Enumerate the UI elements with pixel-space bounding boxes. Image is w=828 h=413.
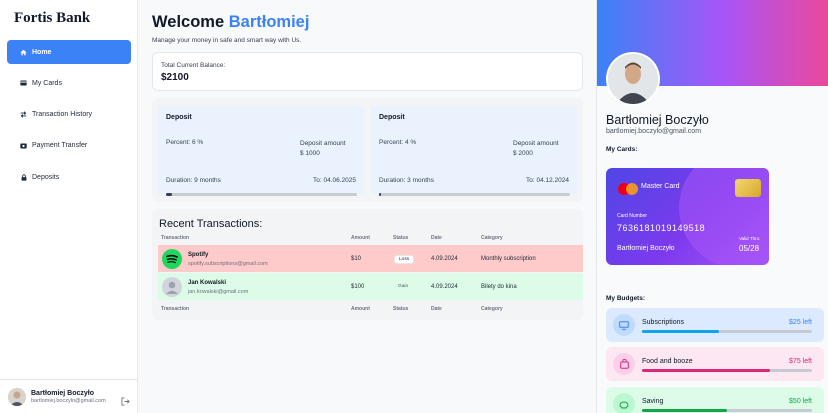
transaction-name: Jan Kowalski [188, 280, 227, 286]
transaction-amount: $10 [351, 256, 362, 262]
transaction-email: spotify.subscriptions@gmail.com [188, 261, 268, 267]
deposit-duration: Duration: 9 months [166, 177, 221, 184]
profile-email: bartlomiej.boczylo@gmail.com [606, 128, 702, 135]
transaction-category: Monthly subscription [481, 256, 536, 262]
status-badge: Gain [398, 284, 409, 289]
recent-transactions: Recent Transactions: Transaction Amount St… [152, 209, 583, 320]
sidebar-item-home[interactable]: Home [7, 40, 131, 64]
deposit-progress-bar [166, 193, 357, 196]
card-icon [20, 80, 27, 87]
page-title: Welcome Bartłomiej [152, 13, 310, 31]
table-row[interactable]: Jan Kowalski jan.kowalski@gmail.com $100… [158, 273, 583, 300]
transaction-name: Spotify [188, 252, 209, 258]
budget-left: $25 left [789, 319, 812, 326]
deposit-amount: Deposit amount $ 2000 [513, 140, 559, 157]
shopping-bag-icon [613, 353, 635, 375]
main-content: Welcome Bartłomiej Manage your money in … [138, 0, 596, 413]
sidebar-item-transaction-history[interactable]: Transaction History [7, 103, 131, 127]
transfer-icon [20, 142, 27, 149]
spotify-icon [162, 249, 182, 269]
sidebar-item-my-cards[interactable]: My Cards [7, 71, 131, 95]
budget-item-saving[interactable]: Saving $50 left [606, 387, 824, 413]
card-number-label: Card Number [617, 213, 648, 219]
credit-card[interactable]: Master Card Card Number 7636181019149518… [606, 168, 769, 265]
card-number: 7636181019149518 [617, 223, 706, 233]
deposit-card[interactable]: Deposit Percent: 6 % Deposit amount $ 100… [158, 106, 364, 196]
sidebar-nav: Home My Cards Transaction History Paymen… [7, 40, 131, 196]
sidebar-user-name: Bartłomiej Boczyło [31, 389, 95, 397]
budget-item-subscriptions[interactable]: Subscriptions $25 left [606, 308, 824, 342]
deposit-card[interactable]: Deposit Percent: 4 % Deposit amount $ 200… [371, 106, 577, 196]
sidebar-item-label: Transaction History [32, 111, 93, 119]
budget-name: Food and booze [642, 358, 693, 365]
monitor-icon [613, 314, 635, 336]
budget-progress-bar [642, 369, 812, 372]
balance-value: $2100 [161, 72, 189, 83]
deposits-panel: Deposit Percent: 6 % Deposit amount $ 100… [152, 98, 583, 202]
page-subtitle: Manage your money in safe and smart way … [152, 37, 302, 44]
budget-progress-bar [642, 330, 812, 333]
sidebar-item-label: Home [32, 48, 52, 56]
my-budgets-title: My Budgets: [606, 295, 645, 302]
transaction-date: 4.09.2024 [431, 256, 458, 262]
sidebar-item-label: My Cards [32, 79, 62, 87]
budget-left: $50 left [789, 398, 812, 405]
sidebar-user: Bartłomiej Boczyło bartlomiej.boczylo@gm… [0, 379, 138, 413]
card-brand: Master Card [641, 183, 680, 190]
avatar [8, 387, 26, 406]
budget-name: Saving [642, 398, 664, 405]
logout-icon[interactable] [121, 393, 130, 406]
deposit-end-date: To: 04.12.2024 [525, 177, 569, 184]
card-chip-icon [735, 179, 761, 197]
budget-item-food[interactable]: Food and booze $75 left [606, 347, 824, 381]
deposit-percent: Percent: 6 % [166, 139, 204, 146]
deposit-duration: Duration: 3 months [379, 177, 434, 184]
welcome-name: Bartłomiej [228, 13, 310, 31]
lock-icon [20, 174, 27, 181]
deposit-end-date: To: 04.06.2025 [312, 177, 356, 184]
recent-transactions-title: Recent Transactions: [159, 218, 263, 230]
deposit-progress-bar [379, 193, 570, 196]
transaction-category: Bilety do kina [481, 284, 517, 290]
transaction-amount: $100 [351, 284, 365, 290]
table-row[interactable]: Spotify spotify.subscriptions@gmail.com … [158, 245, 583, 272]
table-header: Transaction Amount Status Date Category [161, 235, 503, 241]
sidebar-user-email: bartlomiej.boczylo@gmail.com [31, 397, 106, 404]
card-expiry: 05/28 [739, 244, 760, 253]
my-cards-title: My Cards: [606, 146, 638, 153]
sidebar-item-deposits[interactable]: Deposits [7, 165, 131, 189]
mastercard-icon [617, 182, 639, 195]
sidebar-item-label: Deposits [32, 173, 60, 181]
piggy-bank-icon [613, 393, 635, 413]
brand-logo: Fortis Bank [14, 10, 91, 26]
profile-avatar [606, 52, 660, 106]
user-placeholder-icon [162, 277, 182, 297]
table-footer: Transaction Amount Status Date Category [161, 306, 503, 312]
balance-card: Total Current Balance: $2100 [152, 52, 583, 91]
transaction-email: jan.kowalski@gmail.com [188, 289, 249, 295]
deposit-percent: Percent: 4 % [379, 139, 417, 146]
transaction-date: 4.09.2024 [431, 284, 458, 290]
exchange-icon [20, 111, 27, 118]
home-icon [20, 49, 27, 56]
status-badge: Loss [394, 255, 415, 264]
profile-panel: Bartłomiej Boczyło bartlomiej.boczylo@gm… [596, 0, 828, 413]
deposit-amount: Deposit amount $ 1000 [300, 140, 346, 157]
profile-name: Bartłomiej Boczyło [606, 113, 709, 127]
sidebar: Fortis Bank Home My Cards Transaction Hi… [0, 0, 138, 413]
deposit-title: Deposit [379, 114, 405, 121]
budget-progress-bar [642, 409, 812, 412]
balance-label: Total Current Balance: [161, 62, 226, 69]
card-valid-label: Valid Thru: [739, 236, 761, 241]
deposit-title: Deposit [166, 114, 192, 121]
sidebar-item-payment-transfer[interactable]: Payment Transfer [7, 134, 131, 158]
card-holder: Bartłomiej Boczyło [617, 245, 675, 252]
budget-left: $75 left [789, 358, 812, 365]
budget-name: Subscriptions [642, 319, 685, 326]
sidebar-item-label: Payment Transfer [32, 142, 88, 150]
